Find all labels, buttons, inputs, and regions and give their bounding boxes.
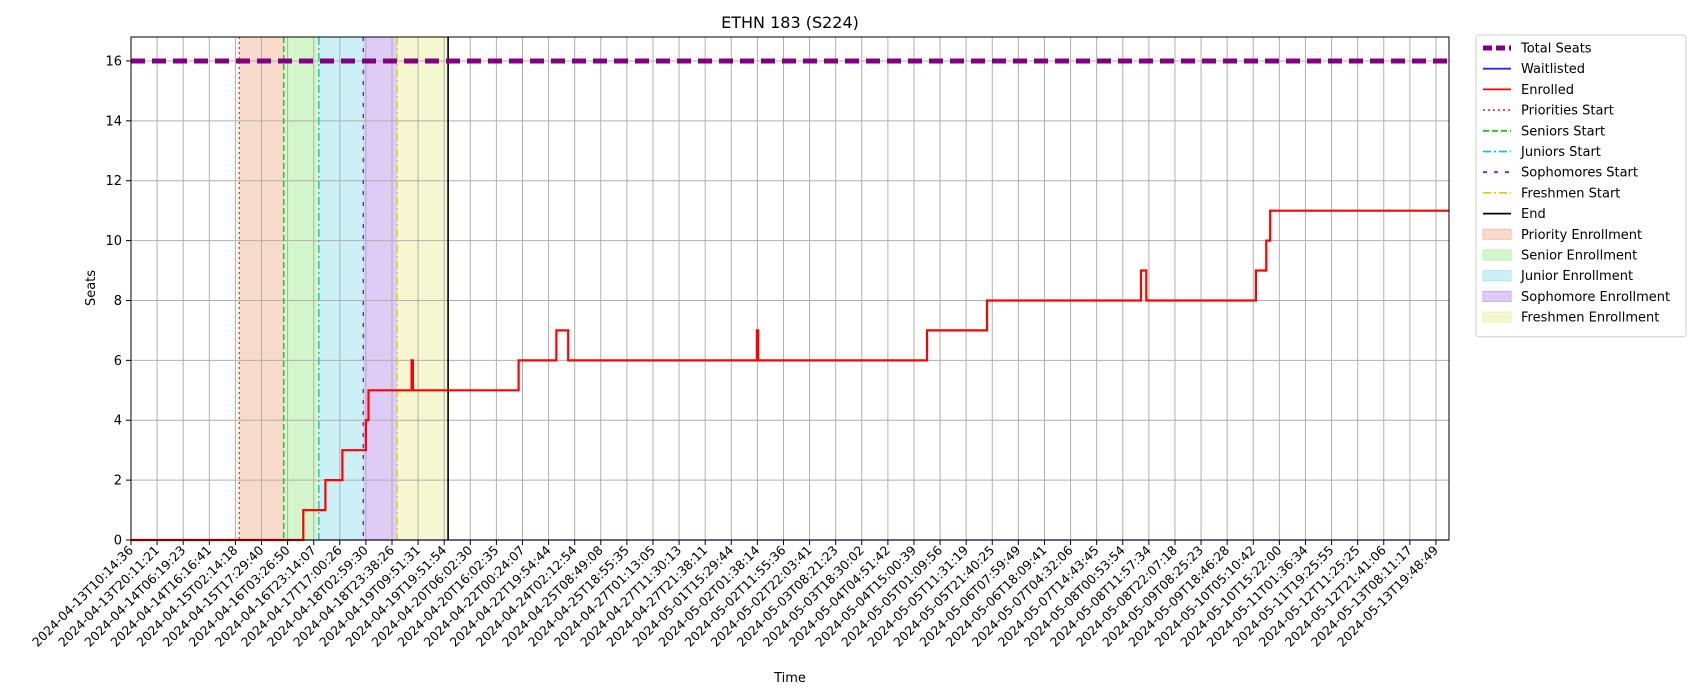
legend-swatch <box>1482 290 1512 302</box>
x-axis: 2024-04-13T10:14:362024-04-13T20:11:2120… <box>29 540 1441 650</box>
phase-band <box>318 37 364 540</box>
legend-label: Enrolled <box>1521 83 1574 98</box>
y-tick-label: 10 <box>105 234 122 249</box>
y-tick-label: 4 <box>114 414 122 429</box>
legend-label: Juniors Start <box>1520 145 1601 160</box>
phase-bands <box>239 37 449 540</box>
y-tick-label: 16 <box>105 54 122 69</box>
y-tick-label: 8 <box>114 294 122 309</box>
legend-label: Sophomore Enrollment <box>1521 290 1670 305</box>
x-axis-label: Time <box>773 671 806 686</box>
legend-label: Freshmen Enrollment <box>1521 311 1659 326</box>
legend-label: Freshmen Start <box>1521 186 1620 201</box>
y-axis-label: Seats <box>84 270 99 306</box>
legend-swatch <box>1482 270 1512 282</box>
legend-label: Seniors Start <box>1521 124 1605 139</box>
legend-label: Senior Enrollment <box>1521 249 1637 264</box>
legend: Total Seats Waitlisted Enrolled Priorities … <box>1475 34 1687 338</box>
y-tick-label: 14 <box>105 114 122 129</box>
legend-label: Priorities Start <box>1521 104 1614 119</box>
legend-label: Total Seats <box>1520 42 1592 57</box>
legend-label: End <box>1521 207 1546 222</box>
legend-label: Junior Enrollment <box>1520 269 1633 284</box>
legend-swatch <box>1482 249 1512 261</box>
plot-frame <box>130 36 1450 541</box>
legend-label: Priority Enrollment <box>1521 228 1642 243</box>
legend-label: Waitlisted <box>1521 62 1585 77</box>
phase-marker-lines <box>238 37 449 540</box>
legend-swatch <box>1482 311 1512 323</box>
chart-title: ETHN 183 (S224) <box>721 13 859 32</box>
y-tick-label: 0 <box>114 534 122 549</box>
y-tick-label: 12 <box>105 174 122 189</box>
legend-swatch <box>1482 228 1512 240</box>
y-tick-label: 6 <box>114 354 122 369</box>
legend-label: Sophomores Start <box>1521 166 1638 181</box>
y-axis: 0 2 4 6 8 10 12 14 16 <box>105 54 131 549</box>
phase-band <box>397 37 449 540</box>
series-line <box>131 209 1449 542</box>
y-tick-label: 2 <box>114 474 122 489</box>
legend-box <box>1475 34 1687 338</box>
